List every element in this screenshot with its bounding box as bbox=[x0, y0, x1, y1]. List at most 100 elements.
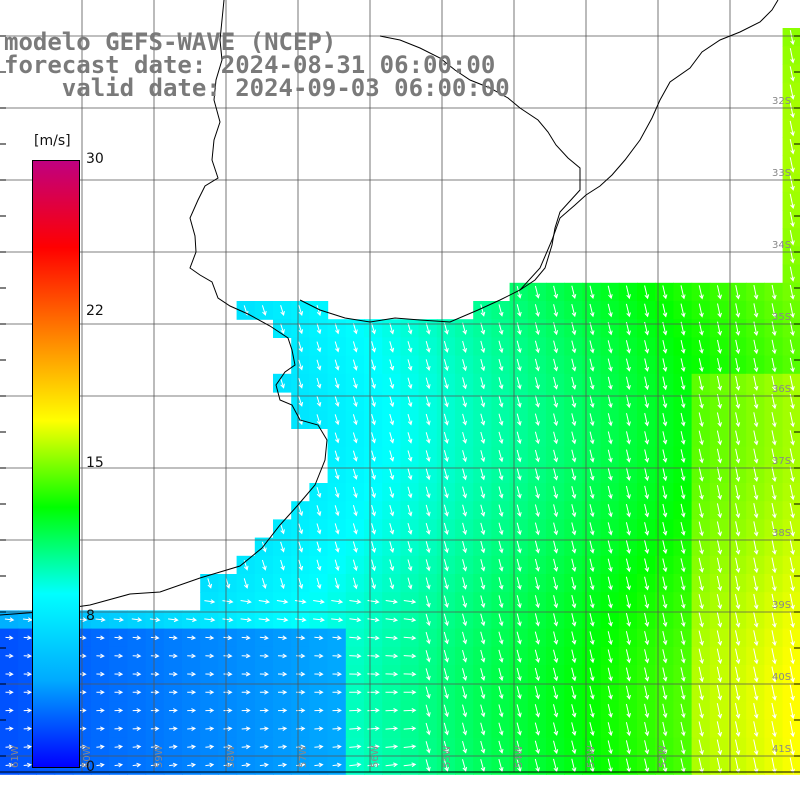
wind-arrow bbox=[5, 635, 14, 641]
wind-arrow bbox=[589, 722, 595, 737]
wind-arrow bbox=[114, 726, 124, 732]
wind-arrow bbox=[698, 612, 704, 628]
wind-arrow bbox=[534, 322, 540, 336]
wind-arrow bbox=[735, 702, 741, 719]
wind-arrow bbox=[316, 505, 322, 517]
wind-arrow bbox=[753, 648, 759, 665]
wind-arrow bbox=[498, 377, 504, 390]
wind-arrow bbox=[443, 595, 449, 609]
wind-arrow bbox=[571, 540, 577, 554]
wind-arrow bbox=[753, 521, 759, 537]
wind-arrow bbox=[462, 559, 468, 572]
wind-arrow bbox=[5, 671, 14, 677]
wind-arrow bbox=[589, 594, 595, 609]
wind-arrow bbox=[352, 559, 358, 572]
wind-arrow bbox=[625, 740, 631, 755]
wind-arrow bbox=[277, 726, 288, 732]
wind-arrow bbox=[5, 762, 14, 768]
wind-arrow bbox=[187, 635, 197, 641]
wind-arrow bbox=[352, 577, 358, 590]
wind-arrow bbox=[589, 376, 595, 390]
wind-arrow bbox=[132, 708, 142, 713]
wind-arrow bbox=[352, 377, 358, 389]
wind-arrow bbox=[789, 84, 795, 100]
wind-arrow bbox=[716, 739, 723, 756]
wind-arrow bbox=[277, 653, 288, 659]
wind-arrow bbox=[277, 671, 288, 677]
wind-arrow bbox=[498, 704, 504, 718]
wind-arrow bbox=[443, 468, 449, 481]
wind-arrow bbox=[516, 667, 522, 682]
wind-arrow bbox=[716, 612, 723, 628]
wind-arrow bbox=[553, 667, 559, 682]
wind-arrow bbox=[589, 413, 595, 427]
wind-arrow bbox=[389, 486, 395, 499]
wind-arrow bbox=[280, 377, 285, 389]
wind-arrow bbox=[553, 304, 559, 318]
wind-arrow bbox=[571, 631, 577, 645]
wind-arrow bbox=[735, 503, 741, 519]
wind-arrow bbox=[680, 594, 686, 609]
wind-arrow bbox=[753, 303, 759, 318]
wind-arrow bbox=[204, 617, 216, 623]
wind-arrow bbox=[258, 617, 271, 623]
wind-arrow bbox=[753, 393, 759, 410]
wind-arrow bbox=[789, 721, 795, 738]
wind-arrow bbox=[443, 340, 449, 353]
wind-arrow bbox=[789, 739, 795, 756]
wind-arrow bbox=[680, 576, 686, 591]
wind-arrow bbox=[114, 635, 124, 641]
wind-arrow bbox=[150, 635, 160, 641]
wind-arrow bbox=[516, 285, 522, 299]
wind-arrow bbox=[294, 617, 307, 623]
wind-arrow bbox=[425, 722, 431, 736]
wind-arrow bbox=[113, 617, 124, 622]
wind-arrow bbox=[5, 708, 14, 713]
wind-arrow bbox=[114, 653, 124, 659]
wind-arrow bbox=[789, 375, 795, 392]
wind-arrow bbox=[571, 303, 577, 318]
wind-arrow bbox=[425, 686, 431, 700]
wind-arrow bbox=[534, 576, 540, 591]
wind-arrow bbox=[259, 635, 269, 641]
wind-arrow bbox=[771, 502, 777, 519]
wind-arrow bbox=[169, 689, 178, 695]
wind-arrow bbox=[298, 505, 304, 517]
wind-arrow bbox=[716, 539, 723, 555]
wind-arrow bbox=[698, 557, 704, 573]
wind-arrow bbox=[789, 593, 795, 610]
wind-arrow bbox=[735, 375, 741, 391]
wind-arrow bbox=[150, 708, 160, 713]
wind-arrow bbox=[753, 357, 759, 373]
wind-arrow bbox=[22, 617, 33, 622]
wind-arrow bbox=[716, 485, 722, 501]
wind-arrow bbox=[367, 671, 380, 677]
wind-arrow bbox=[771, 557, 777, 574]
wind-arrow bbox=[553, 395, 559, 408]
wind-arrow bbox=[498, 358, 504, 372]
wind-arrow bbox=[662, 721, 668, 737]
wind-arrow bbox=[371, 359, 376, 371]
wind-arrow bbox=[626, 431, 631, 445]
wind-arrow bbox=[407, 450, 413, 462]
wind-arrow bbox=[662, 449, 668, 463]
wind-arrow bbox=[789, 284, 795, 300]
wind-arrow bbox=[480, 486, 486, 499]
wind-arrow bbox=[389, 577, 395, 590]
wind-arrow bbox=[352, 486, 358, 499]
wind-arrow bbox=[389, 395, 395, 408]
wind-arrow bbox=[571, 504, 577, 518]
wind-arrow bbox=[371, 559, 376, 572]
wind-arrow bbox=[516, 577, 522, 591]
wind-arrow bbox=[403, 726, 417, 731]
wind-arrow bbox=[698, 303, 704, 318]
wind-arrow bbox=[480, 431, 486, 445]
wind-arrow bbox=[625, 667, 631, 682]
wind-arrow bbox=[331, 617, 344, 623]
latitude-label: 35S bbox=[772, 312, 791, 323]
wind-arrow bbox=[367, 689, 380, 695]
wind-arrow bbox=[716, 503, 722, 519]
wind-arrow bbox=[589, 340, 595, 354]
wind-arrow bbox=[589, 522, 595, 536]
wind-arrow bbox=[516, 322, 522, 336]
